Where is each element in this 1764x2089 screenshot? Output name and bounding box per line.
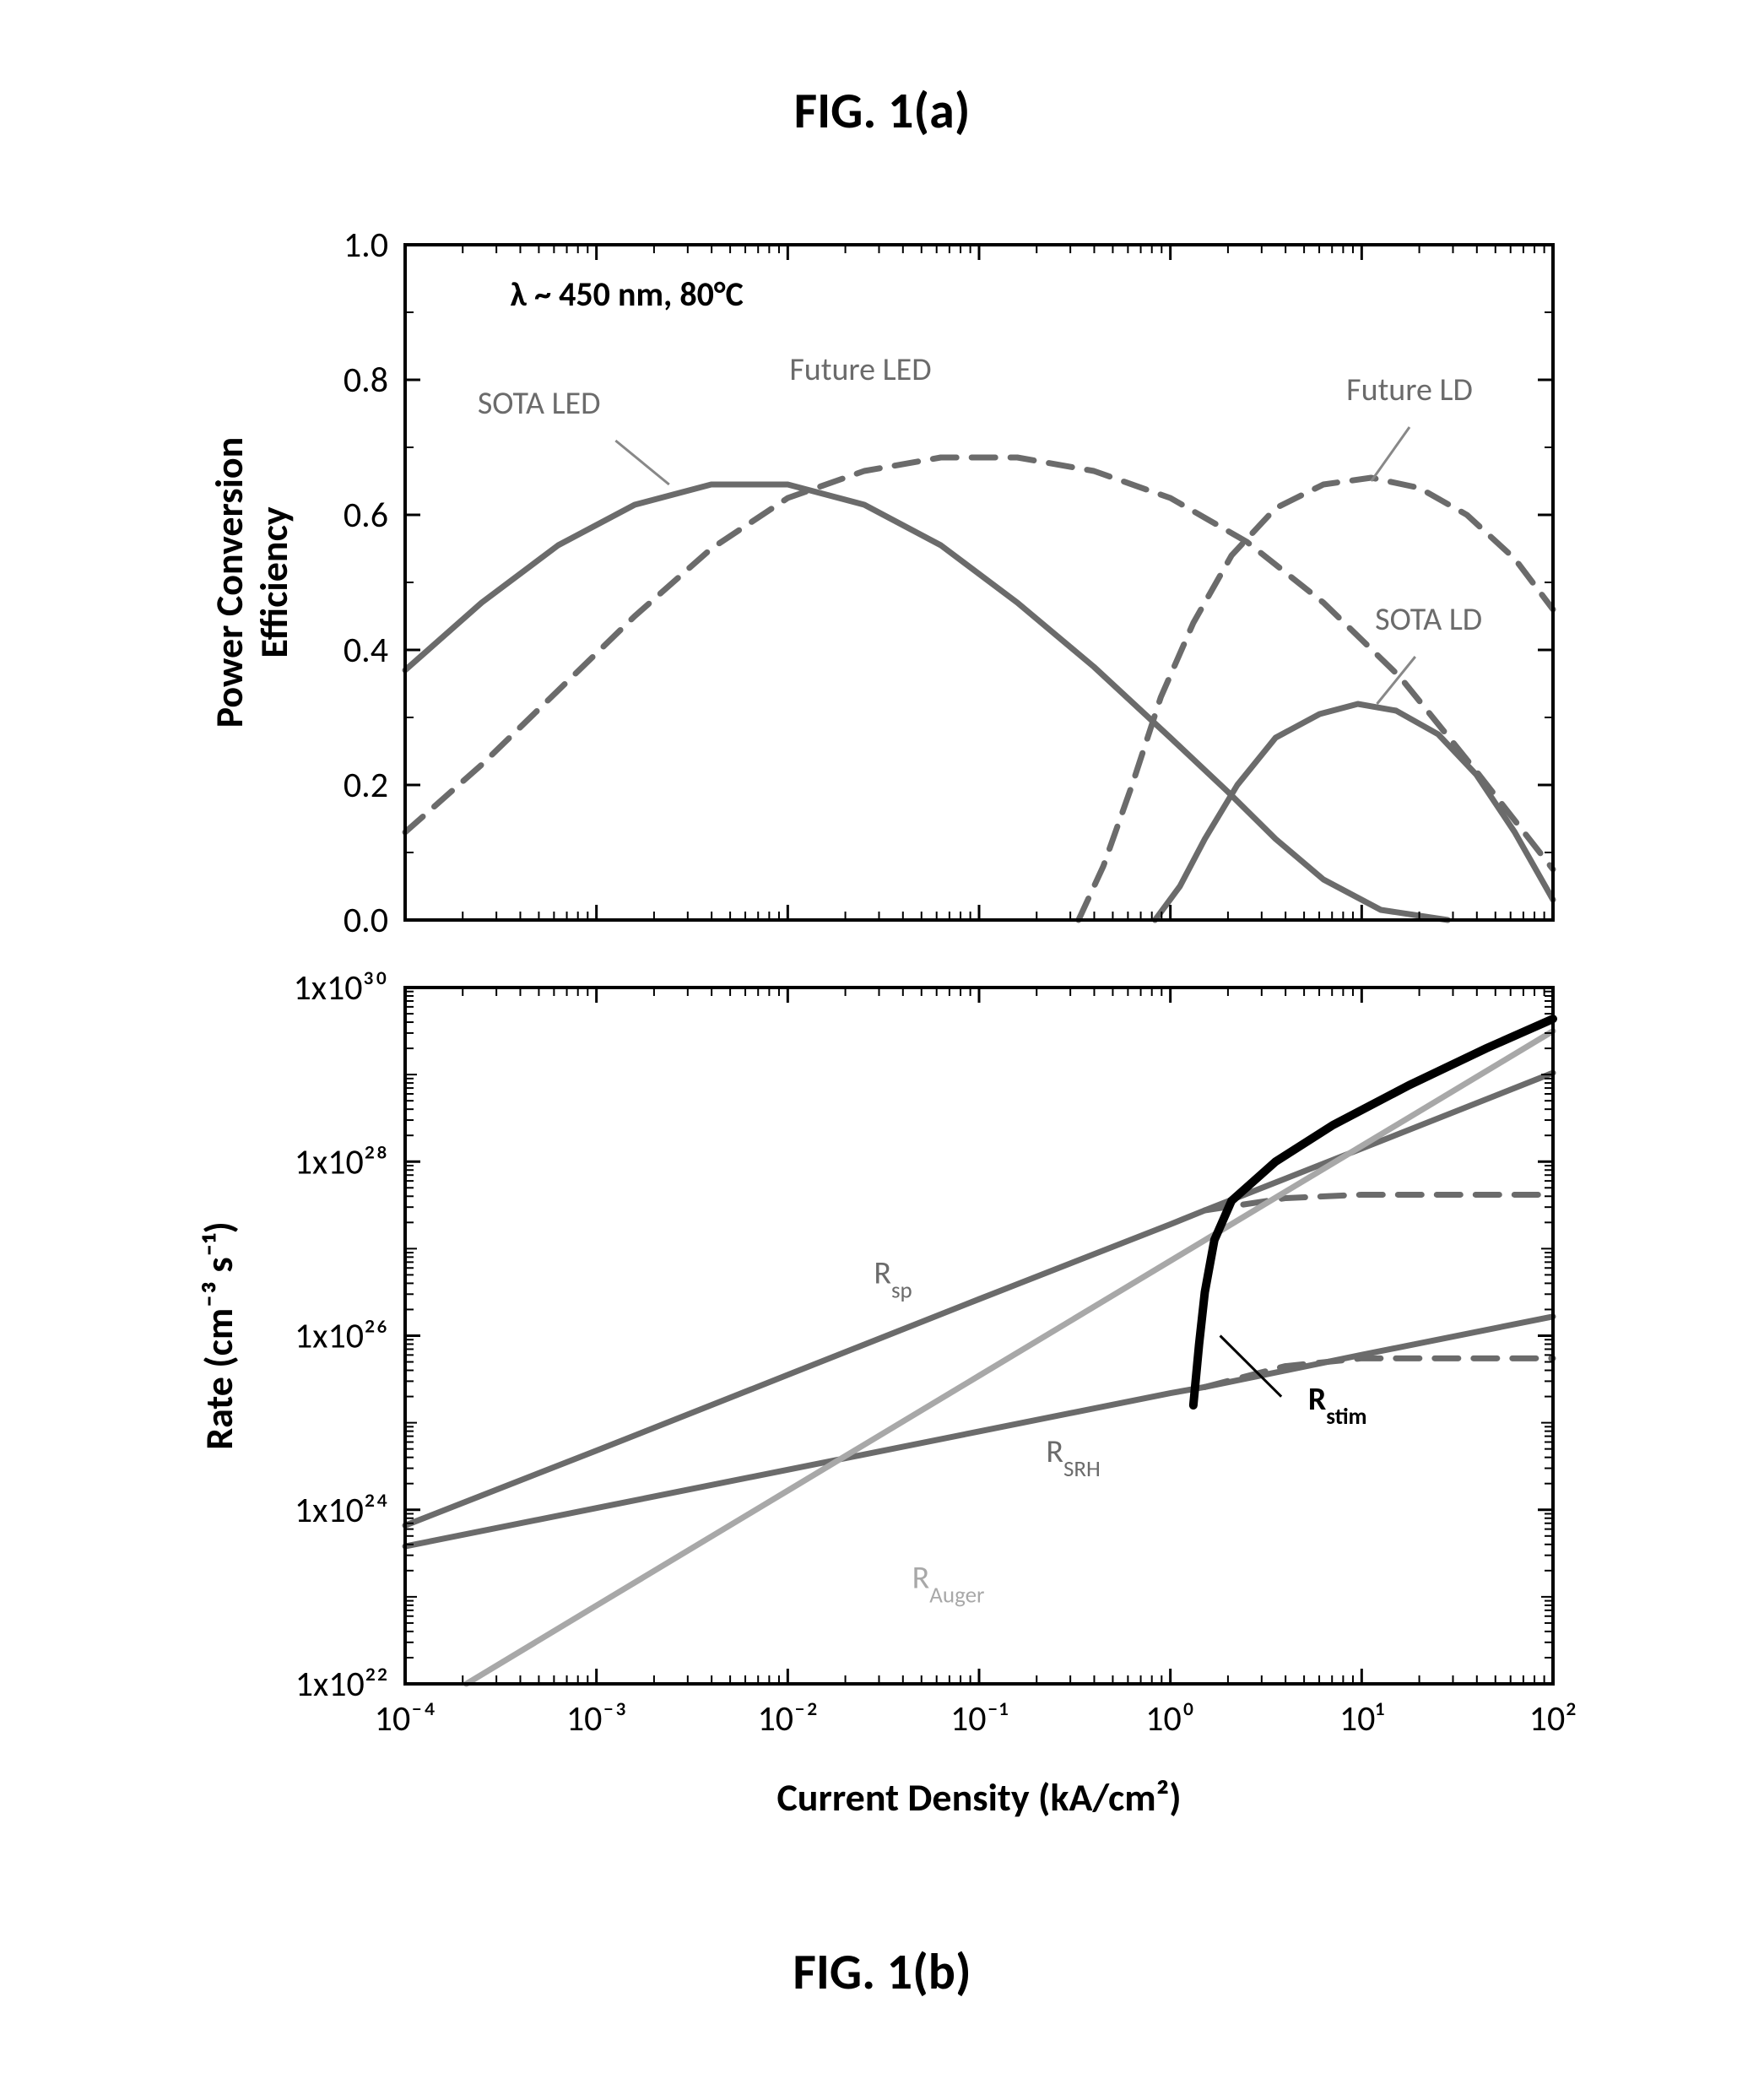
xtick-label: 10⁻⁴ — [375, 1697, 436, 1740]
series-sota_ld — [1155, 704, 1553, 920]
series-future_ld — [1079, 478, 1553, 920]
label-sota-led: SOTA LED — [478, 384, 601, 423]
label-future-led: Future LED — [789, 350, 931, 389]
chart-a-ytick-label: 0.4 — [344, 629, 388, 672]
chart-b-frame — [405, 988, 1553, 1684]
series-future_led — [405, 457, 1553, 869]
chart-a-ytick-label: 0.6 — [344, 494, 388, 537]
chart-a-frame — [405, 245, 1553, 920]
chart-a-ytick-label: 0.0 — [344, 899, 388, 942]
chart-a-ytick-label: 1.0 — [344, 224, 388, 267]
series-sota_led — [405, 484, 1447, 920]
xaxis-label: Current Density (kA/cm²) — [776, 1774, 1181, 1821]
label-rauger: RAuger — [912, 1559, 985, 1610]
series-rauger — [467, 1031, 1553, 1684]
label-future-ld: Future LD — [1346, 371, 1473, 409]
label-rstim: Rstim — [1308, 1380, 1367, 1431]
xtick-label: 10² — [1529, 1697, 1577, 1740]
chart-a-ytick-label: 0.2 — [344, 764, 388, 807]
chart-b-ytick-label: 1x10²⁴ — [295, 1489, 388, 1532]
xtick-label: 10⁻² — [757, 1697, 818, 1740]
chart-a-ytick-label: 0.8 — [344, 359, 388, 402]
series-rsp-ext — [1204, 1073, 1553, 1210]
label-rsp: Rsp — [874, 1254, 912, 1305]
figure-canvas: 0.0 0.2 0.4 0.6 0.8 1.0 Power ConversionEffici… — [0, 0, 1764, 2089]
chart-b-ytick-label: 1x10²⁸ — [295, 1140, 388, 1183]
xtick-label: 10⁻¹ — [950, 1697, 1009, 1740]
chart-b-ytick-label: 1x10³⁰ — [293, 966, 388, 1009]
xtick-label: 10⁻³ — [566, 1697, 627, 1740]
chart-b-ylabel: Rate (cm⁻³ s⁻¹) — [196, 1221, 243, 1450]
xtick-label: 10¹ — [1339, 1697, 1385, 1740]
label-rsrh: RSRH — [1046, 1432, 1101, 1483]
chart-a-annotation: λ ~ 450 nm, 80°C — [511, 273, 744, 315]
chart-b-ytick-label: 1x10²⁶ — [295, 1315, 388, 1358]
chart-a-ylabel: Power ConversionEfficiency — [206, 437, 298, 728]
xtick-label: 10⁰ — [1145, 1697, 1195, 1740]
label-sota-ld: SOTA LD — [1375, 600, 1482, 639]
